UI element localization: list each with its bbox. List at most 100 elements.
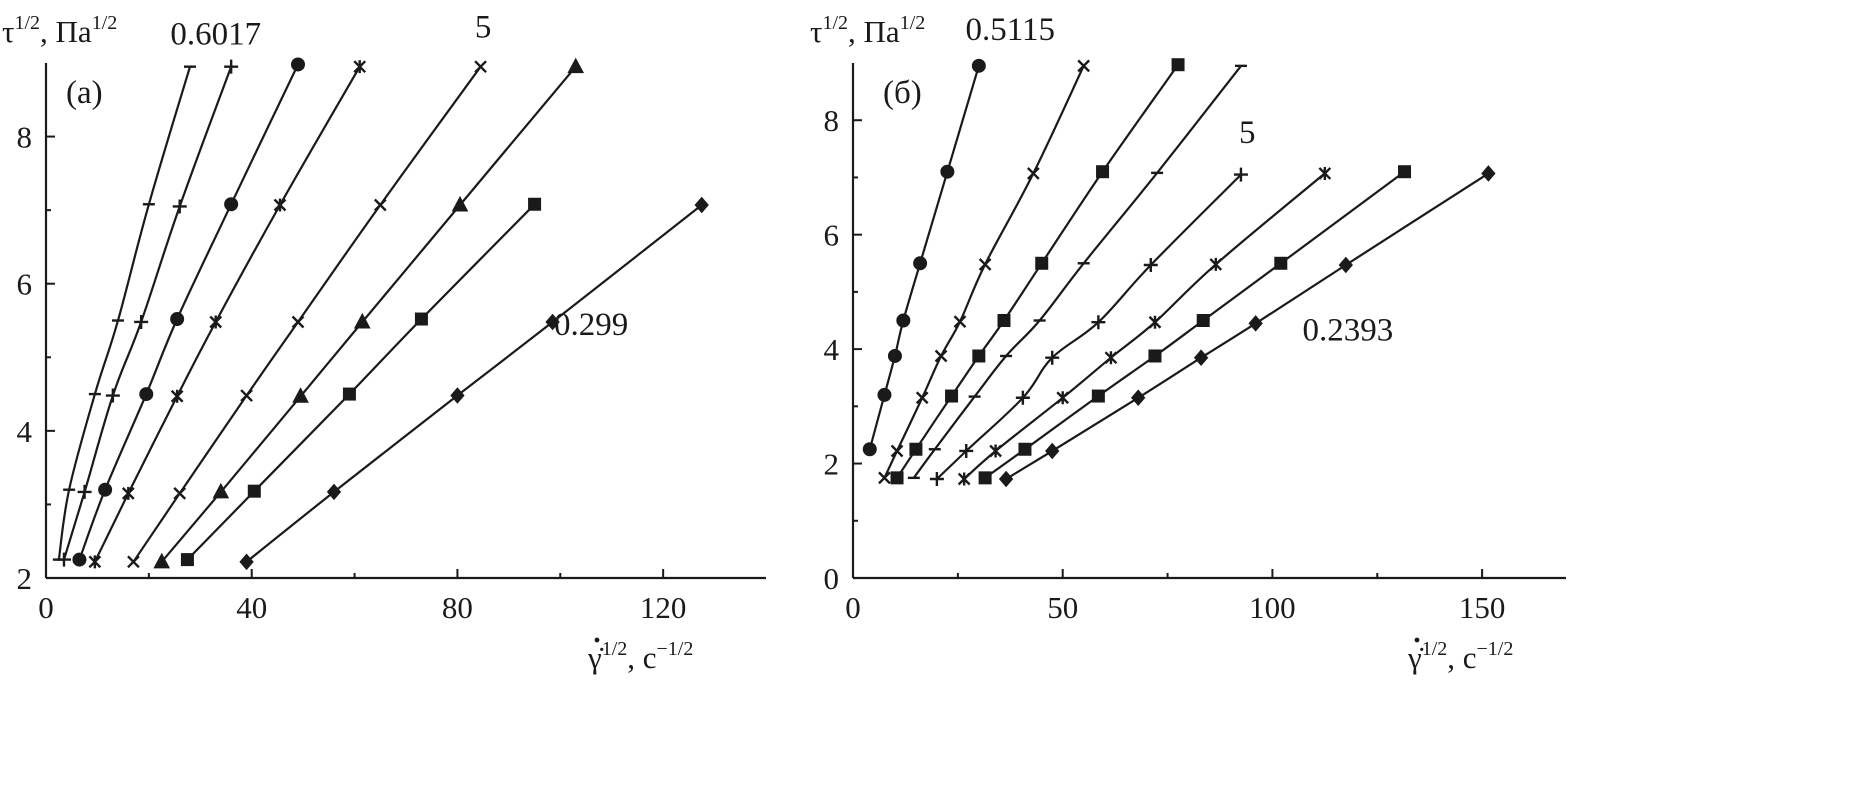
data-point-plus (1045, 350, 1060, 365)
x-tick-label: 120 (640, 590, 687, 625)
y-tick-label: 0 (824, 561, 840, 596)
data-point-circle (971, 58, 986, 73)
series-line (963, 172, 1326, 480)
data-point-circle (896, 313, 911, 328)
y-axis-title: τ1/2, Па1/2 (2, 12, 117, 49)
data-point-asterisk (1104, 351, 1118, 365)
curve-annotation: 5 (1239, 115, 1256, 151)
series-line (160, 65, 577, 563)
y-tick-label: 2 (824, 447, 840, 482)
data-point-x (373, 198, 387, 212)
data-point-plus (57, 552, 71, 567)
data-point-circle (72, 552, 87, 567)
data-point-diamond (1193, 349, 1209, 366)
data-point-x (173, 487, 187, 500)
data-point-circle (940, 164, 955, 179)
data-point-square (414, 312, 428, 326)
data-point-square (1018, 442, 1032, 456)
series-6 (153, 57, 585, 569)
series-6 (957, 166, 1332, 486)
data-point-circle (98, 482, 113, 497)
data-point-x (291, 315, 305, 329)
y-axis-title: τ1/2, Па1/2 (810, 12, 925, 49)
curve-annotation: 0.6017 (170, 17, 261, 53)
data-point-x (953, 315, 967, 328)
data-point-square (909, 442, 923, 456)
series-5 (127, 60, 487, 569)
data-point-circle (139, 387, 154, 402)
data-point-x (890, 444, 904, 458)
x-axis-title: γ̇1/2, с−1/2 (1407, 638, 1513, 675)
data-point-diamond (326, 483, 342, 501)
data-point-diamond (1045, 442, 1060, 460)
series-line (62, 66, 233, 560)
series-2 (57, 59, 239, 567)
data-point-square (1148, 349, 1162, 363)
data-point-plus (1233, 167, 1248, 182)
data-point-square (247, 484, 261, 498)
curve-annotation: 0.5115 (966, 12, 1056, 48)
y-tick-label: 4 (17, 414, 33, 449)
series-8 (239, 196, 709, 571)
x-tick-label: 0 (845, 590, 861, 625)
data-point-plus (134, 314, 149, 329)
x-axis-title-dot (1414, 637, 1420, 643)
data-point-plus (929, 472, 944, 487)
data-point-square (180, 553, 194, 567)
data-point-circle (291, 57, 305, 72)
data-point-square (1196, 314, 1210, 327)
data-point-triangle (567, 57, 585, 74)
data-point-plus (172, 199, 187, 214)
data-point-asterisk (989, 444, 1002, 458)
series-line (245, 204, 703, 563)
data-point-triangle (153, 552, 171, 569)
y-tick-label: 8 (17, 120, 33, 155)
data-point-circle (224, 197, 239, 212)
x-tick-label: 150 (1459, 590, 1506, 625)
x-tick-label: 50 (1047, 590, 1078, 625)
series-line (93, 66, 361, 563)
data-point-square (972, 349, 986, 363)
data-point-x (915, 391, 929, 405)
series-4 (88, 60, 367, 569)
data-point-diamond (1248, 315, 1263, 332)
data-point-asterisk (1148, 315, 1162, 329)
data-point-asterisk (1209, 257, 1223, 271)
data-point-square (1096, 165, 1110, 179)
data-point-square (945, 389, 959, 403)
panel-label: (б) (883, 75, 922, 111)
data-point-plus (77, 484, 92, 499)
data-point-asterisk (121, 486, 135, 500)
series-line (883, 65, 1085, 479)
series-3 (72, 57, 305, 567)
data-point-x (474, 60, 487, 74)
y-tick-label: 4 (824, 332, 840, 367)
series-3 (890, 58, 1185, 485)
data-point-triangle (353, 312, 371, 329)
series-line (896, 64, 1179, 479)
series-1 (862, 58, 986, 457)
data-point-circle (170, 312, 185, 327)
x-tick-label: 100 (1249, 590, 1296, 625)
data-point-square (978, 471, 992, 485)
series-line (1005, 172, 1489, 480)
data-point-x (934, 349, 948, 363)
data-point-square (997, 314, 1011, 327)
data-point-triangle (292, 387, 309, 403)
data-point-asterisk (353, 60, 367, 74)
data-point-triangle (451, 195, 469, 212)
data-point-asterisk (273, 198, 287, 212)
series-2 (878, 59, 1091, 485)
data-point-asterisk (170, 389, 184, 403)
data-point-asterisk (209, 315, 223, 329)
data-point-square (1398, 165, 1412, 179)
series-line (57, 66, 192, 560)
data-point-diamond (450, 387, 465, 404)
data-point-plus (959, 443, 974, 458)
series-line (186, 203, 536, 561)
data-point-x (240, 389, 253, 402)
x-tick-label: 0 (38, 590, 54, 625)
y-tick-label: 6 (824, 218, 840, 253)
series-line (132, 66, 482, 563)
